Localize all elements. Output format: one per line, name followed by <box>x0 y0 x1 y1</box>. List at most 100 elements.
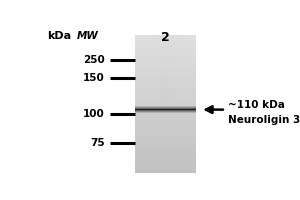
Bar <box>135 52 196 54</box>
Bar <box>172 35 173 173</box>
Bar <box>192 35 193 173</box>
Bar <box>151 35 152 173</box>
Bar <box>135 64 196 66</box>
Bar <box>135 132 196 134</box>
Bar <box>173 35 174 173</box>
Bar <box>135 37 196 38</box>
Bar <box>135 118 196 120</box>
Bar <box>135 94 196 95</box>
Text: kDa: kDa <box>47 31 71 41</box>
Text: 2: 2 <box>161 31 170 44</box>
Bar <box>135 127 196 128</box>
Text: MW: MW <box>77 31 99 41</box>
Bar <box>188 35 190 173</box>
Bar <box>194 35 195 173</box>
Bar <box>135 47 196 49</box>
Bar <box>135 40 196 42</box>
Bar <box>141 35 142 173</box>
Bar <box>135 168 196 170</box>
Bar <box>170 35 171 173</box>
Bar <box>135 87 196 88</box>
Bar <box>153 35 154 173</box>
Bar <box>135 63 196 64</box>
Bar <box>135 161 196 163</box>
Bar <box>135 71 196 73</box>
Bar <box>135 35 136 173</box>
Bar <box>187 35 188 173</box>
Bar <box>135 116 196 118</box>
Bar <box>135 101 196 102</box>
Bar <box>152 35 153 173</box>
Text: ~110 kDa: ~110 kDa <box>228 100 285 110</box>
Bar <box>161 35 162 173</box>
Bar <box>135 151 196 153</box>
Bar <box>143 35 144 173</box>
Bar <box>158 35 159 173</box>
Bar <box>135 165 196 166</box>
Bar <box>135 73 196 75</box>
Bar <box>160 35 161 173</box>
Bar <box>135 92 196 94</box>
Bar <box>150 35 151 173</box>
Bar <box>135 56 196 57</box>
Bar <box>179 35 181 173</box>
Text: 250: 250 <box>83 55 105 65</box>
Bar <box>137 35 138 173</box>
Bar <box>135 121 196 123</box>
Bar <box>135 42 196 43</box>
Text: Neuroligin 3: Neuroligin 3 <box>228 115 300 125</box>
Bar <box>135 128 196 130</box>
Bar <box>135 108 196 109</box>
Bar <box>165 35 166 173</box>
Bar <box>159 35 160 173</box>
Bar <box>135 104 196 106</box>
Bar <box>135 123 196 125</box>
Bar <box>193 35 194 173</box>
Bar <box>155 35 156 173</box>
Bar <box>135 83 196 85</box>
Bar <box>135 69 196 71</box>
Bar <box>195 35 196 173</box>
Bar <box>135 54 196 56</box>
Bar <box>135 80 196 82</box>
Bar <box>184 35 185 173</box>
Bar <box>146 35 147 173</box>
Bar <box>135 85 196 87</box>
Bar <box>135 102 196 104</box>
Bar <box>185 35 187 173</box>
Bar <box>135 82 196 83</box>
Bar <box>135 78 196 80</box>
Bar <box>136 35 137 173</box>
Bar <box>135 61 196 62</box>
Bar <box>168 35 169 173</box>
Bar <box>149 35 150 173</box>
Bar <box>167 35 168 173</box>
Bar <box>135 130 196 132</box>
Bar <box>174 35 175 173</box>
Bar <box>147 35 148 173</box>
Bar <box>135 144 196 146</box>
Bar <box>135 125 196 127</box>
Bar <box>139 35 140 173</box>
Text: 75: 75 <box>90 138 105 148</box>
Bar <box>135 95 196 97</box>
Text: 150: 150 <box>83 73 105 83</box>
Bar <box>135 120 196 121</box>
Bar <box>162 35 164 173</box>
Bar <box>135 146 196 147</box>
Bar <box>171 35 172 173</box>
Bar <box>157 35 158 173</box>
Bar <box>190 35 192 173</box>
Bar <box>135 66 196 68</box>
Bar <box>135 113 196 114</box>
Bar <box>142 35 143 173</box>
Bar <box>135 154 196 156</box>
Bar <box>135 156 196 158</box>
Bar <box>135 166 196 168</box>
Bar <box>169 35 170 173</box>
Bar <box>182 35 184 173</box>
Bar <box>140 35 141 173</box>
Bar <box>135 59 196 61</box>
Bar <box>154 35 155 173</box>
Bar <box>148 35 149 173</box>
